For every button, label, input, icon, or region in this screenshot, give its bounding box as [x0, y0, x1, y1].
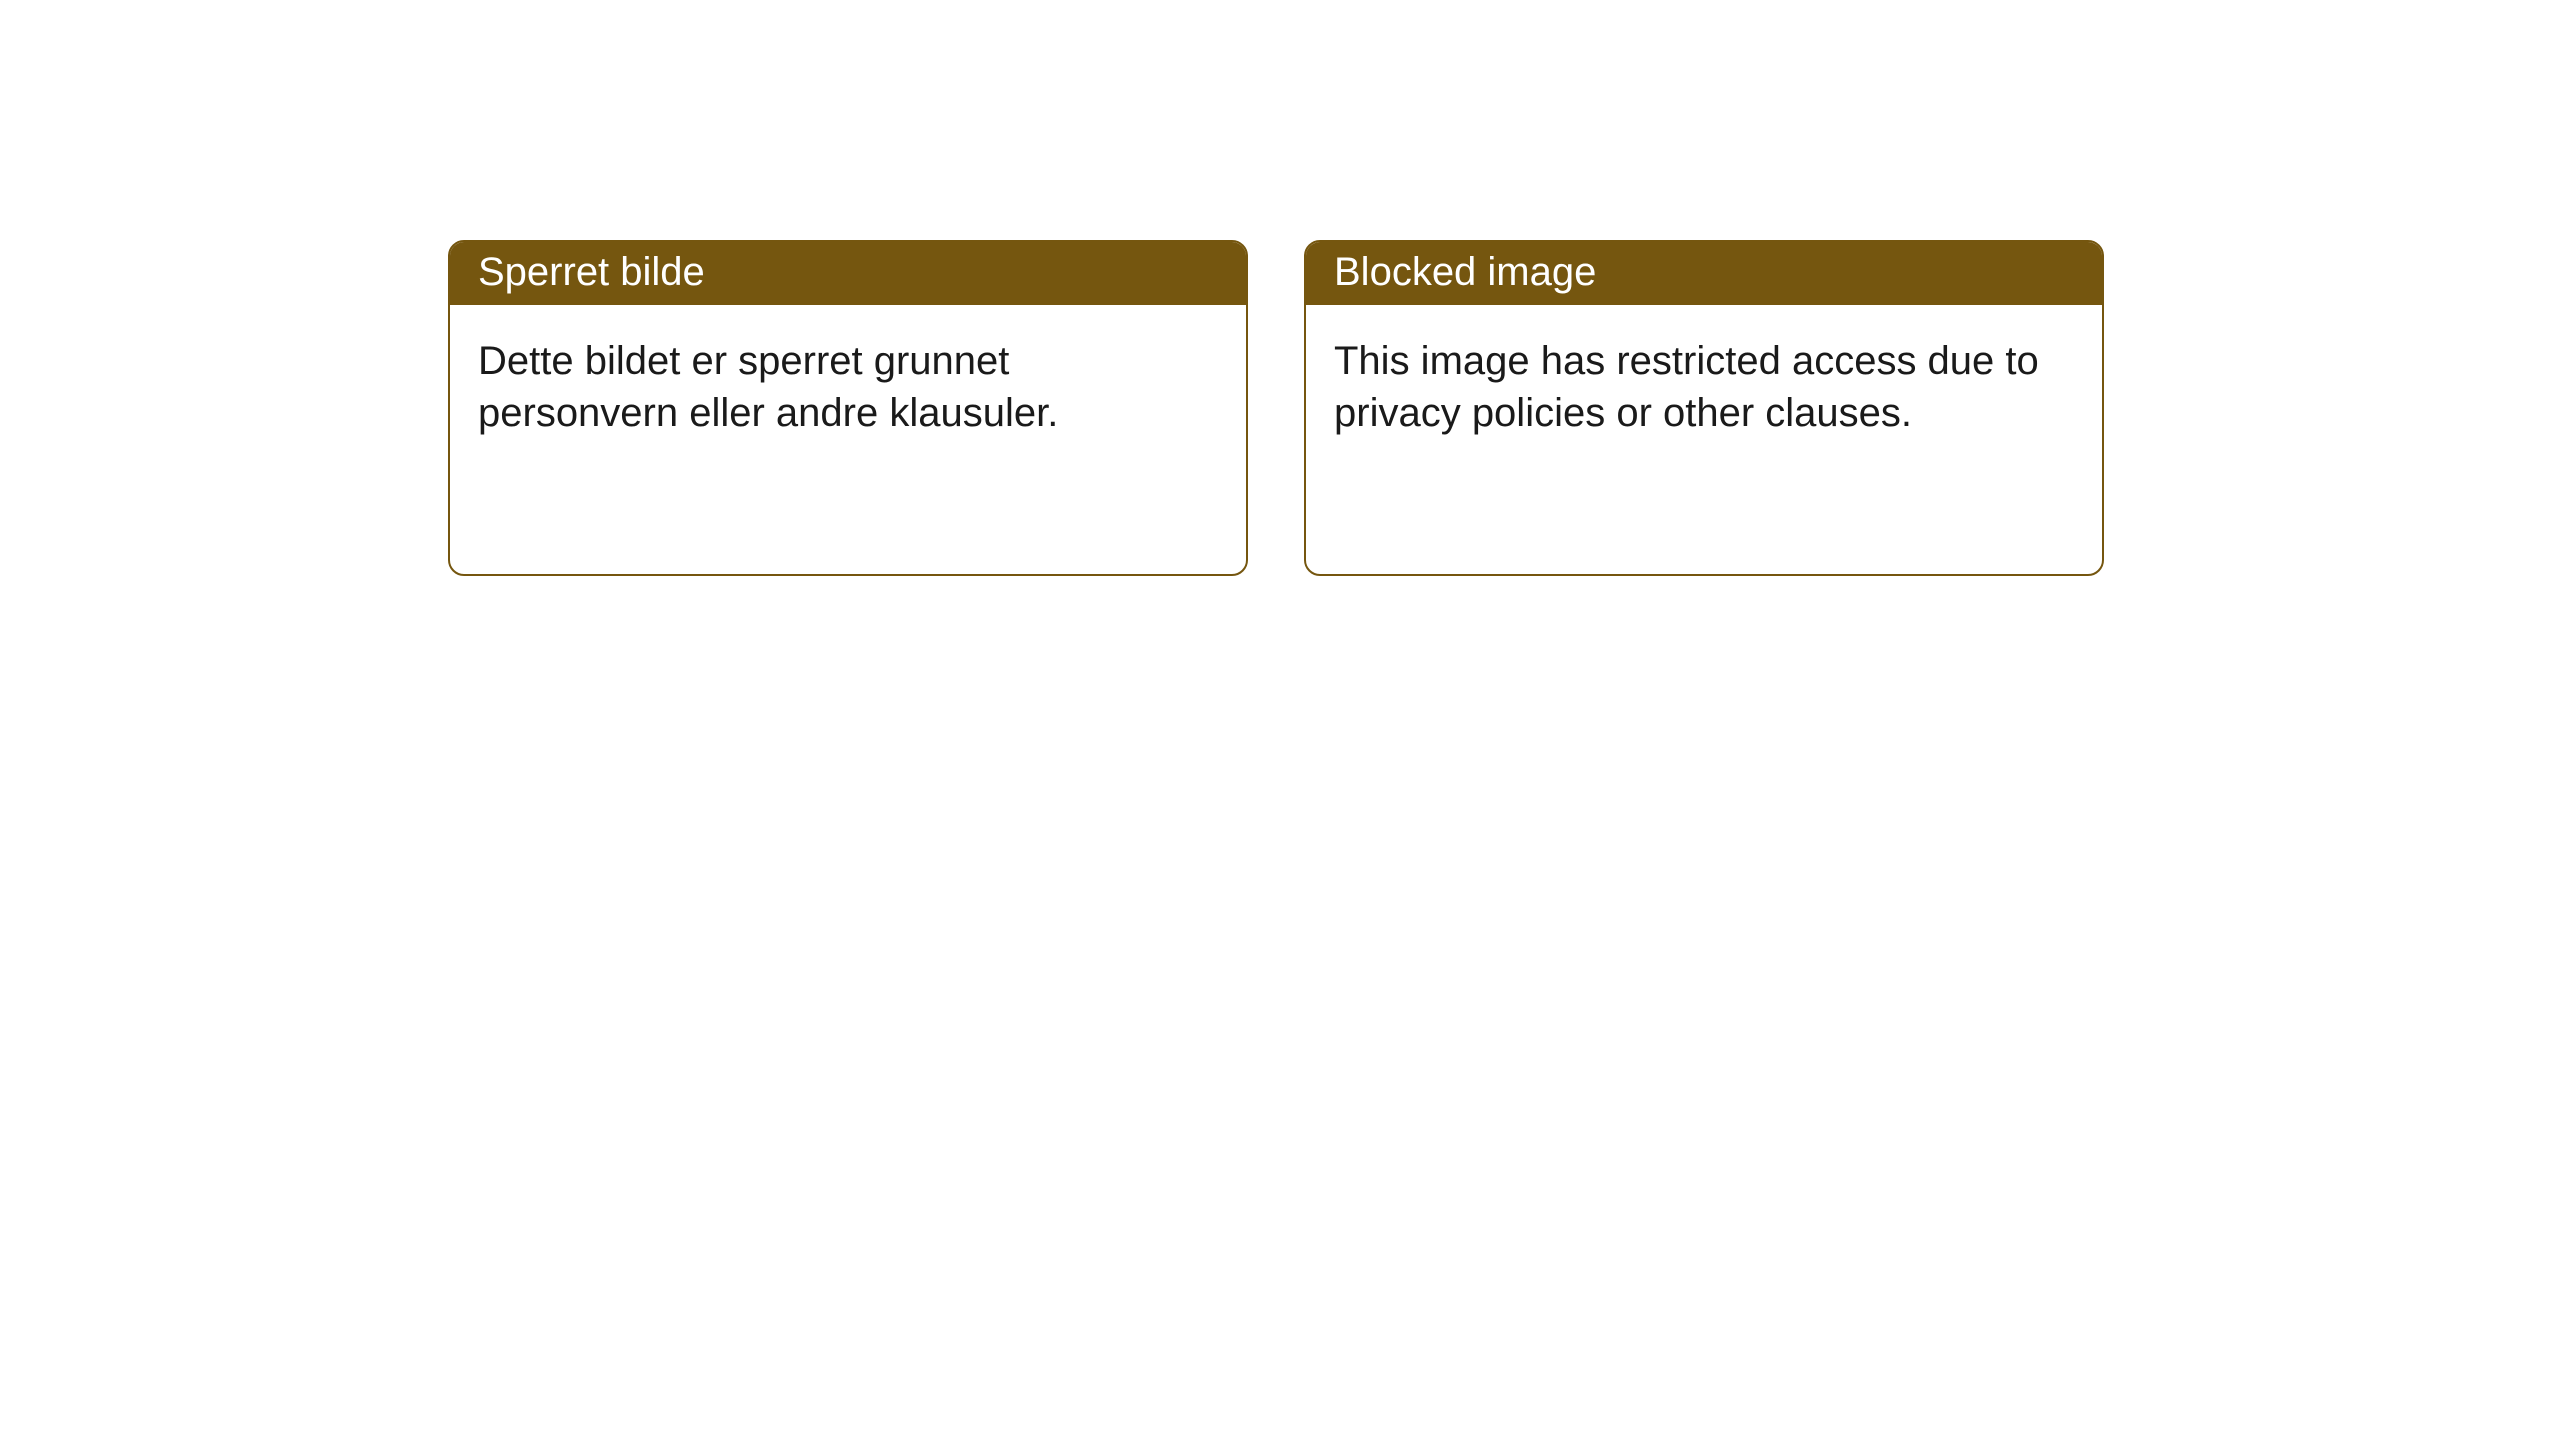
- card-title-en: Blocked image: [1334, 250, 1596, 294]
- blocked-image-card-en: Blocked image This image has restricted …: [1304, 240, 2104, 576]
- notice-container: Sperret bilde Dette bildet er sperret gr…: [448, 240, 2104, 576]
- card-body-no: Dette bildet er sperret grunnet personve…: [450, 305, 1246, 469]
- card-message-en: This image has restricted access due to …: [1334, 339, 2039, 435]
- card-body-en: This image has restricted access due to …: [1306, 305, 2102, 469]
- card-header-en: Blocked image: [1306, 242, 2102, 305]
- card-header-no: Sperret bilde: [450, 242, 1246, 305]
- card-message-no: Dette bildet er sperret grunnet personve…: [478, 339, 1058, 435]
- card-title-no: Sperret bilde: [478, 250, 705, 294]
- blocked-image-card-no: Sperret bilde Dette bildet er sperret gr…: [448, 240, 1248, 576]
